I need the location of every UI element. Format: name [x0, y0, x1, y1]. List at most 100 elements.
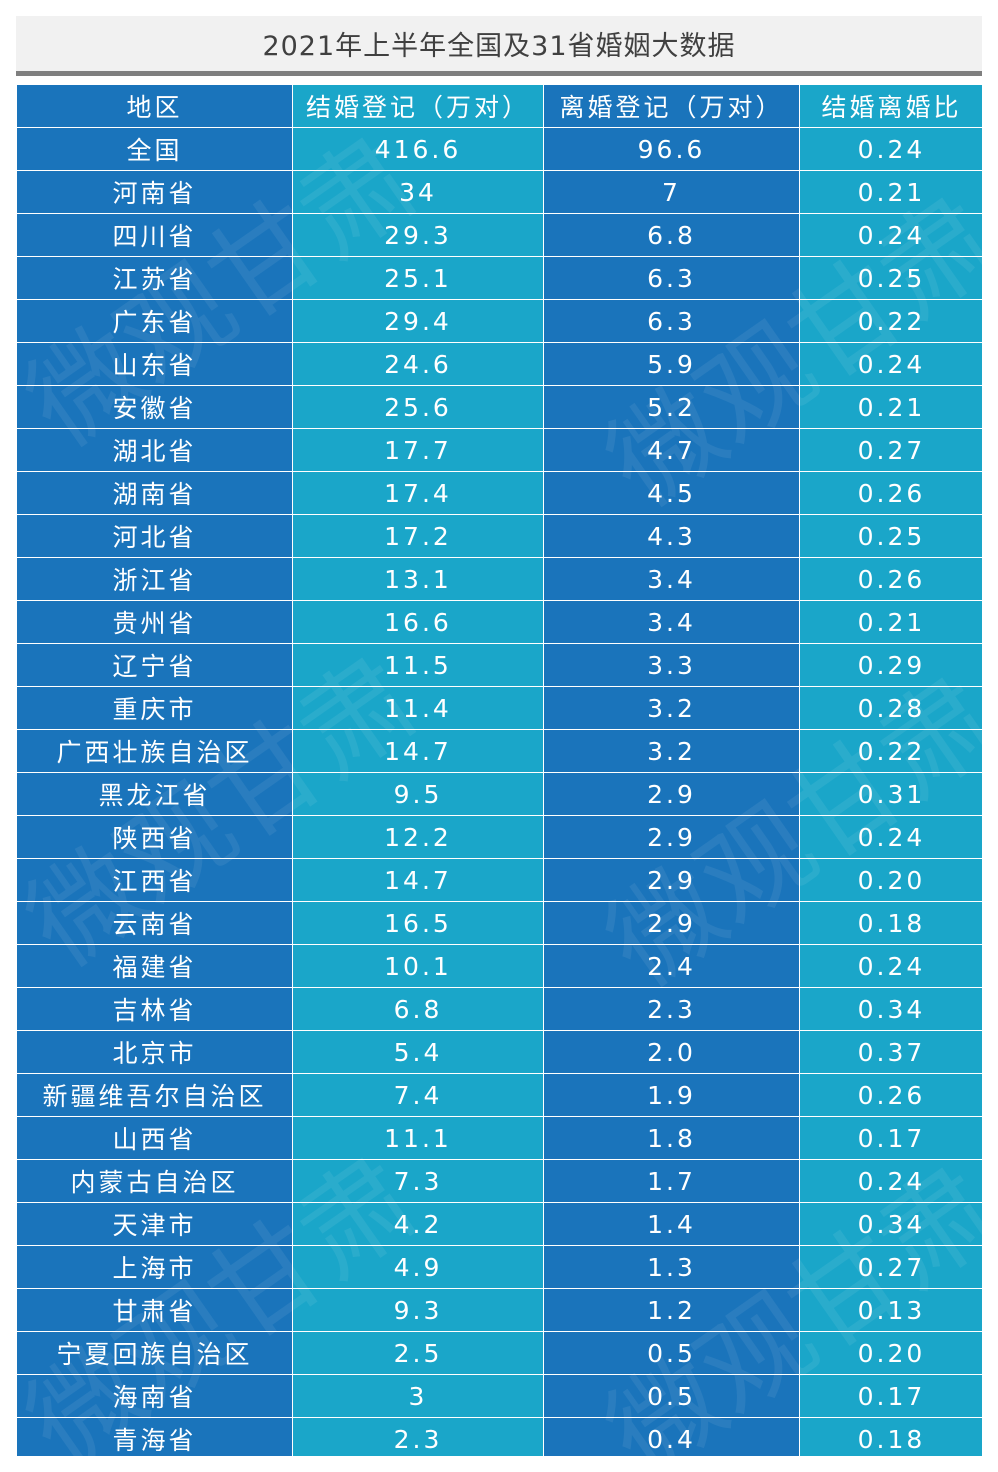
table-row: 新疆维吾尔自治区 7.4 1.9 0.26: [16, 1073, 982, 1117]
marriage-cell: 12.2: [292, 815, 544, 859]
table-row: 河南省 34 7 0.21: [16, 170, 982, 214]
ratio-cell: 0.22: [799, 299, 982, 343]
table-row: 福建省 10.1 2.4 0.24: [16, 944, 982, 988]
marriage-cell: 7.3: [292, 1159, 544, 1203]
divorce-cell: 2.9: [543, 815, 800, 859]
region-cell: 四川省: [16, 213, 293, 257]
divorce-cell: 6.3: [543, 256, 800, 300]
region-cell: 广西壮族自治区: [16, 729, 293, 773]
ratio-cell: 0.13: [799, 1288, 982, 1332]
divorce-cell: 7: [543, 170, 800, 214]
marriage-cell: 3: [292, 1374, 544, 1418]
region-cell: 新疆维吾尔自治区: [16, 1073, 293, 1117]
marriage-data-table: 地区 结婚登记（万对） 离婚登记（万对） 结婚离婚比 全国 416.6 96.6 0.…: [16, 84, 982, 1456]
table-row: 山东省 24.6 5.9 0.24: [16, 342, 982, 386]
region-cell: 安徽省: [16, 385, 293, 429]
marriage-cell: 29.3: [292, 213, 544, 257]
divorce-cell: 2.9: [543, 901, 800, 945]
ratio-cell: 0.29: [799, 643, 982, 687]
ratio-cell: 0.21: [799, 385, 982, 429]
marriage-cell: 25.1: [292, 256, 544, 300]
region-cell: 山东省: [16, 342, 293, 386]
ratio-cell: 0.34: [799, 987, 982, 1031]
marriage-cell: 416.6: [292, 127, 544, 171]
region-cell: 内蒙古自治区: [16, 1159, 293, 1203]
table-row: 青海省 2.3 0.4 0.18: [16, 1417, 982, 1456]
divorce-cell: 0.4: [543, 1417, 800, 1456]
divorce-cell: 0.5: [543, 1331, 800, 1375]
region-cell: 浙江省: [16, 557, 293, 601]
region-cell: 辽宁省: [16, 643, 293, 687]
ratio-cell: 0.31: [799, 772, 982, 816]
region-cell: 云南省: [16, 901, 293, 945]
region-cell: 广东省: [16, 299, 293, 343]
ratio-cell: 0.26: [799, 557, 982, 601]
table-title: 2021年上半年全国及31省婚姻大数据: [16, 16, 982, 76]
marriage-cell: 24.6: [292, 342, 544, 386]
divorce-cell: 2.4: [543, 944, 800, 988]
divorce-cell: 4.5: [543, 471, 800, 515]
ratio-cell: 0.20: [799, 1331, 982, 1375]
region-cell: 北京市: [16, 1030, 293, 1074]
region-cell: 黑龙江省: [16, 772, 293, 816]
divorce-cell: 1.7: [543, 1159, 800, 1203]
marriage-cell: 10.1: [292, 944, 544, 988]
marriage-cell: 4.9: [292, 1245, 544, 1289]
table-row: 四川省 29.3 6.8 0.24: [16, 213, 982, 257]
marriage-cell: 2.3: [292, 1417, 544, 1456]
divorce-cell: 5.2: [543, 385, 800, 429]
table-row: 广东省 29.4 6.3 0.22: [16, 299, 982, 343]
ratio-cell: 0.24: [799, 213, 982, 257]
marriage-cell: 2.5: [292, 1331, 544, 1375]
ratio-cell: 0.24: [799, 815, 982, 859]
table-row: 湖北省 17.7 4.7 0.27: [16, 428, 982, 472]
marriage-cell: 16.6: [292, 600, 544, 644]
table-row: 河北省 17.2 4.3 0.25: [16, 514, 982, 558]
header-marriage-divorce-ratio: 结婚离婚比: [799, 84, 982, 128]
table-row: 浙江省 13.1 3.4 0.26: [16, 557, 982, 601]
region-cell: 天津市: [16, 1202, 293, 1246]
region-cell: 甘肃省: [16, 1288, 293, 1332]
data-table-container: 地区 结婚登记（万对） 离婚登记（万对） 结婚离婚比 全国 416.6 96.6 0.…: [16, 84, 982, 1456]
marriage-cell: 17.4: [292, 471, 544, 515]
ratio-cell: 0.24: [799, 127, 982, 171]
ratio-cell: 0.22: [799, 729, 982, 773]
marriage-cell: 11.4: [292, 686, 544, 730]
divorce-cell: 6.3: [543, 299, 800, 343]
marriage-cell: 5.4: [292, 1030, 544, 1074]
table-row: 山西省 11.1 1.8 0.17: [16, 1116, 982, 1160]
divorce-cell: 3.3: [543, 643, 800, 687]
divorce-cell: 96.6: [543, 127, 800, 171]
marriage-cell: 34: [292, 170, 544, 214]
ratio-cell: 0.37: [799, 1030, 982, 1074]
table-body: 全国 416.6 96.6 0.24 河南省 34 7 0.21 四川省 29.3 6.8 0.24 江…: [16, 127, 982, 1456]
divorce-cell: 3.4: [543, 557, 800, 601]
divorce-cell: 1.8: [543, 1116, 800, 1160]
divorce-cell: 2.9: [543, 772, 800, 816]
divorce-cell: 2.0: [543, 1030, 800, 1074]
region-cell: 河北省: [16, 514, 293, 558]
divorce-cell: 3.4: [543, 600, 800, 644]
marriage-cell: 13.1: [292, 557, 544, 601]
region-cell: 重庆市: [16, 686, 293, 730]
divorce-cell: 0.5: [543, 1374, 800, 1418]
table-row: 海南省 3 0.5 0.17: [16, 1374, 982, 1418]
table-row: 全国 416.6 96.6 0.24: [16, 127, 982, 171]
marriage-cell: 25.6: [292, 385, 544, 429]
divorce-cell: 4.7: [543, 428, 800, 472]
table-row: 辽宁省 11.5 3.3 0.29: [16, 643, 982, 687]
divorce-cell: 2.9: [543, 858, 800, 902]
divorce-cell: 3.2: [543, 686, 800, 730]
marriage-cell: 11.5: [292, 643, 544, 687]
ratio-cell: 0.21: [799, 600, 982, 644]
divorce-cell: 3.2: [543, 729, 800, 773]
table-row: 上海市 4.9 1.3 0.27: [16, 1245, 982, 1289]
ratio-cell: 0.17: [799, 1116, 982, 1160]
marriage-cell: 6.8: [292, 987, 544, 1031]
table-row: 甘肃省 9.3 1.2 0.13: [16, 1288, 982, 1332]
divorce-cell: 4.3: [543, 514, 800, 558]
divorce-cell: 1.4: [543, 1202, 800, 1246]
ratio-cell: 0.24: [799, 1159, 982, 1203]
header-marriage-registrations: 结婚登记（万对）: [292, 84, 544, 128]
table-row: 江苏省 25.1 6.3 0.25: [16, 256, 982, 300]
